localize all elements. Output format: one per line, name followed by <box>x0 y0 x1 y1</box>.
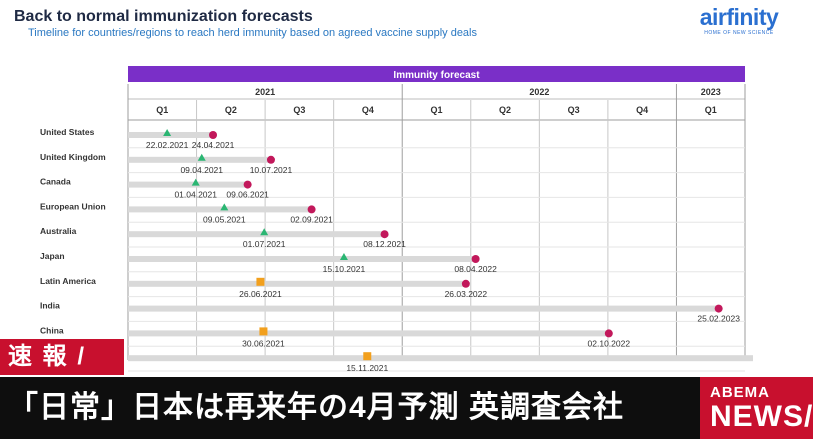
start-date-label: 01.07.2021 <box>243 239 286 249</box>
quarter-label: Q2 <box>225 105 237 115</box>
end-date-label: 09.06.2021 <box>226 190 269 200</box>
quarter-label: Q1 <box>430 105 442 115</box>
news-banner: 速 報 / 「日常」日本は再来年の4月予測 英調査会社 ABEMA NEWS/ <box>0 339 813 446</box>
start-square-marker <box>363 352 372 361</box>
row-label: United Kingdom <box>40 152 106 162</box>
abema-logo-top: ABEMA <box>710 384 770 401</box>
start-square-marker <box>259 327 268 336</box>
row-label: India <box>40 301 60 311</box>
year-label: 2022 <box>529 87 549 97</box>
row-label: Japan <box>40 251 65 261</box>
end-date-label: 02.10.2022 <box>588 338 631 348</box>
timeline-bar <box>128 206 312 213</box>
end-date-label: 10.07.2021 <box>250 165 293 175</box>
start-triangle-marker <box>197 153 206 161</box>
timeline-bar <box>128 280 466 287</box>
chart-header-title: Immunity forecast <box>393 70 480 81</box>
timeline-bar <box>128 305 719 312</box>
end-circle-marker <box>266 155 275 164</box>
end-date-label: 08.12.2021 <box>363 239 406 249</box>
start-date-label: 30.06.2021 <box>242 338 285 348</box>
quarter-label: Q3 <box>293 105 305 115</box>
start-date-label: 26.06.2021 <box>239 289 282 299</box>
timeline-bar <box>128 231 385 238</box>
start-date-label: 22.02.2021 <box>146 140 189 150</box>
start-triangle-marker <box>191 178 200 186</box>
logo-wordmark: airfinity <box>699 4 779 30</box>
start-triangle-marker <box>220 203 229 211</box>
start-date-label: 09.04.2021 <box>180 165 223 175</box>
row-label: Australia <box>40 226 77 236</box>
chart-header-bar <box>128 66 745 82</box>
start-date-label: 09.05.2021 <box>203 214 246 224</box>
quarter-label: Q2 <box>499 105 511 115</box>
end-date-label: 25.02.2023 <box>697 314 740 324</box>
end-date-label: 26.03.2022 <box>445 289 488 299</box>
end-date-label: 02.09.2021 <box>290 214 333 224</box>
end-circle-marker <box>307 205 316 214</box>
row-label: European Union <box>40 201 106 211</box>
end-date-label: 08.04.2022 <box>454 264 497 274</box>
chart-title: Back to normal immunization forecasts <box>14 8 313 25</box>
end-circle-marker <box>209 131 218 139</box>
start-date-label: 15.11.2021 <box>346 363 388 373</box>
logo-tagline: HOME OF NEW SCIENCE <box>704 30 774 36</box>
year-label: 2021 <box>255 87 275 97</box>
quarter-label: Q1 <box>156 105 168 115</box>
abema-news-logo: ABEMA NEWS/ <box>700 377 813 439</box>
chart-subtitle: Timeline for countries/regions to reach … <box>28 27 477 39</box>
timeline-bar <box>128 330 609 337</box>
abema-logo-news: NEWS/ <box>710 400 813 433</box>
start-triangle-marker <box>339 253 348 260</box>
airfinity-logo: airfinity HOME OF NEW SCIENCE <box>684 4 794 36</box>
start-square-marker <box>256 277 265 286</box>
end-circle-marker <box>604 329 613 338</box>
start-date-label: 15.10.2021 <box>323 264 366 274</box>
year-label: 2023 <box>701 87 721 97</box>
row-label: China <box>40 325 64 335</box>
start-triangle-marker <box>163 129 172 136</box>
row-label: Latin America <box>40 276 96 286</box>
quarter-label: Q1 <box>705 105 717 115</box>
end-circle-marker <box>243 180 252 189</box>
end-circle-marker <box>714 304 723 313</box>
end-circle-marker <box>461 279 470 288</box>
timeline-bar <box>128 355 753 362</box>
end-date-label: 24.04.2021 <box>192 140 235 150</box>
news-headline: 「日常」日本は再来年の4月予測 英調査会社 <box>0 377 700 439</box>
end-circle-marker <box>380 230 389 239</box>
quarter-label: Q4 <box>636 105 648 115</box>
start-triangle-marker <box>260 228 269 236</box>
row-label: United States <box>40 127 95 137</box>
end-circle-marker <box>471 255 480 263</box>
start-date-label: 01.04.2021 <box>174 190 217 200</box>
timeline-bar <box>128 256 476 262</box>
quarter-label: Q3 <box>568 105 580 115</box>
timeline-bar <box>128 181 248 188</box>
breaking-news-label: 速 報 / <box>0 339 124 375</box>
quarter-label: Q4 <box>362 105 374 115</box>
row-label: Canada <box>40 177 71 187</box>
